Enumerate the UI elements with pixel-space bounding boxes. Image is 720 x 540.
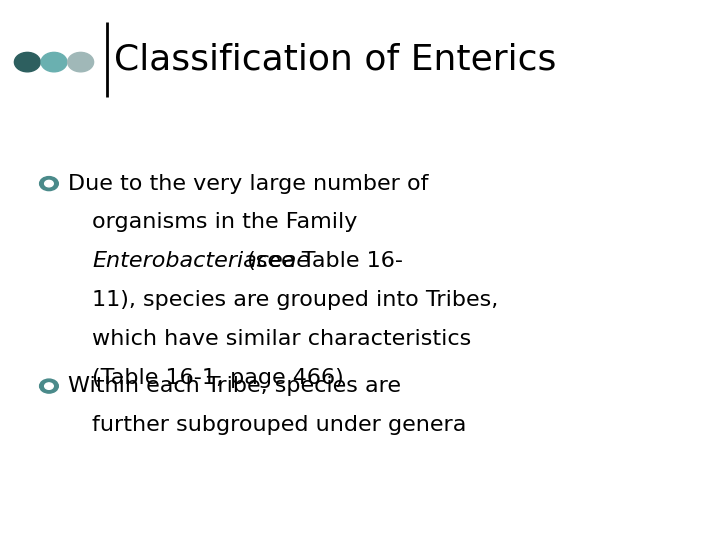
Text: Within each Tribe, species are: Within each Tribe, species are — [68, 376, 402, 396]
Text: 11), species are grouped into Tribes,: 11), species are grouped into Tribes, — [92, 290, 498, 310]
Text: Classification of Enterics: Classification of Enterics — [114, 43, 556, 76]
Text: which have similar characteristics: which have similar characteristics — [92, 329, 472, 349]
Text: Due to the very large number of: Due to the very large number of — [68, 173, 429, 194]
Text: organisms in the Family: organisms in the Family — [92, 212, 358, 233]
Text: Enterobacteriaceae: Enterobacteriaceae — [92, 251, 310, 272]
Circle shape — [40, 379, 58, 393]
Circle shape — [68, 52, 94, 72]
Circle shape — [45, 383, 53, 389]
Circle shape — [14, 52, 40, 72]
Text: (see Table 16-: (see Table 16- — [240, 251, 402, 272]
Circle shape — [41, 52, 67, 72]
Text: (Table 16-1, page 466): (Table 16-1, page 466) — [92, 368, 344, 388]
Text: further subgrouped under genera: further subgrouped under genera — [92, 415, 467, 435]
Circle shape — [45, 180, 53, 187]
Circle shape — [40, 177, 58, 191]
